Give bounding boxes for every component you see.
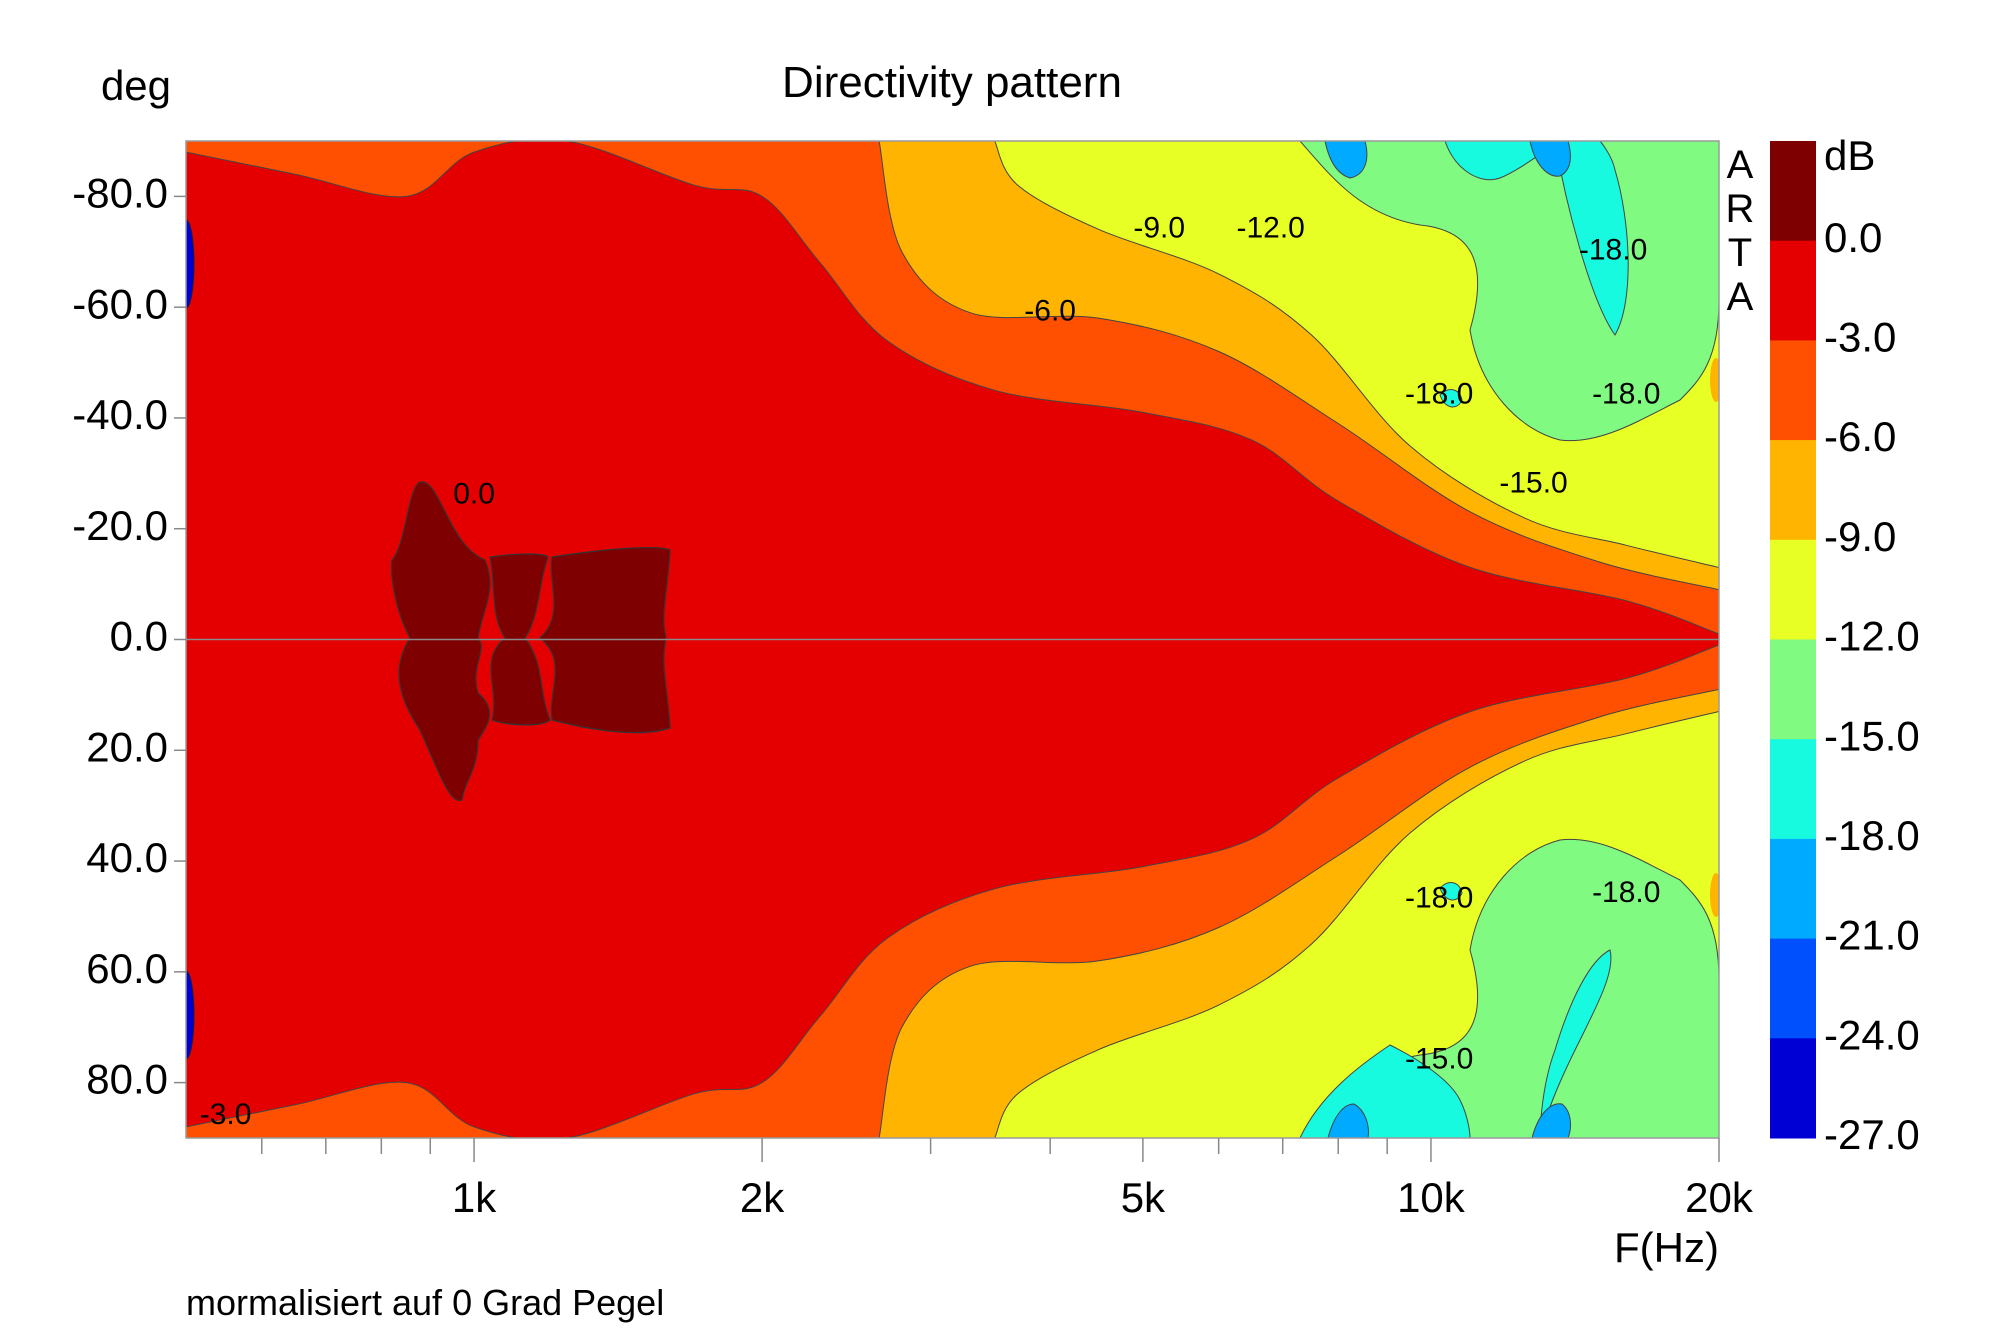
colorbar-swatch [1770,938,1816,1039]
contour-label: -9.0 [1133,212,1185,245]
y-tick-label: 60.0 [86,945,168,992]
colorbar-label: -12.0 [1824,613,1920,660]
colorbar-swatch [1770,539,1816,640]
chart-title: Directivity pattern [782,58,1122,107]
y-tick-label: -40.0 [72,391,168,438]
y-tick-label: -20.0 [72,502,168,549]
watermark-letter: A [1727,143,1754,187]
y-tick-label: 80.0 [86,1056,168,1103]
colorbar-label: -21.0 [1824,912,1920,959]
contour-label: -18.0 [1592,876,1660,909]
x-tick-label: 20k [1685,1174,1754,1221]
colorbar-swatch [1770,639,1816,740]
x-tick-label: 10k [1397,1174,1466,1221]
colorbar-label: -24.0 [1824,1011,1920,1058]
contour-labels: 0.0 -3.0 -6.0 -9.0 -12.0 -18.0 -18.0 -18.0 -15.0… [200,212,1661,1131]
watermark-letter: T [1728,231,1752,275]
y-axis: -80.0 -60.0 -40.0 -20.0 0.0 20.0 40.0 60.0 80.0 [72,169,186,1103]
watermark-letter: R [1726,187,1755,231]
colorbar-label: -27.0 [1824,1111,1920,1158]
hf-lobes [1299,141,1719,1138]
colorbar: 0.0 -3.0 -6.0 -9.0 -12.0 -15.0 -18.0 -21.0 -24.0… [1770,132,1920,1158]
zero-db-lobes [391,481,671,802]
y-tick-label: -80.0 [72,169,168,216]
x-axis-label: F(Hz) [1614,1224,1719,1271]
contour-label: -18.0 [1405,378,1473,411]
colorbar-label: -9.0 [1824,513,1896,560]
contour-label: -12.0 [1236,212,1304,245]
y-tick-label: 40.0 [86,834,168,881]
colorbar-swatch [1770,838,1816,940]
colorbar-label: -18.0 [1824,812,1920,859]
contour-label: -6.0 [1024,295,1076,328]
colorbar-label: -6.0 [1824,413,1896,460]
x-tick-label: 1k [452,1174,497,1221]
y-tick-label: 0.0 [110,613,168,660]
contour-label: 0.0 [453,477,495,510]
x-axis: 1k 2k 5k 10k 20k [261,1138,1754,1221]
edge-spot [1710,873,1719,917]
x-tick-label: 5k [1121,1174,1166,1221]
edge-spot [186,970,195,1060]
contour-label: -15.0 [1499,466,1567,499]
plot-area: 0.0 -3.0 -6.0 -9.0 -12.0 -18.0 -18.0 -18.0 -15.0… [186,141,1719,1138]
edge-spot [1710,358,1719,402]
colorbar-swatch [1770,1038,1816,1139]
contour-label: -3.0 [200,1098,252,1131]
y-tick-label: -60.0 [72,280,168,327]
x-tick-label: 2k [740,1174,785,1221]
watermark-letter: A [1727,275,1754,319]
colorbar-swatch [1770,739,1816,840]
footnote: mormalisiert auf 0 Grad Pegel [186,1282,665,1323]
colorbar-unit: dB [1824,132,1875,179]
edge-spot [186,219,195,309]
colorbar-swatch [1770,340,1816,441]
colorbar-swatch [1770,141,1816,242]
contour-label: -15.0 [1405,1042,1473,1075]
contour-label: -18.0 [1405,882,1473,915]
contour-label: -18.0 [1579,234,1647,267]
y-axis-label: deg [101,62,171,109]
colorbar-label: 0.0 [1824,214,1882,261]
y-tick-label: 20.0 [86,723,168,770]
contour-label: -18.0 [1592,378,1660,411]
colorbar-swatch [1770,240,1816,341]
colorbar-label: -15.0 [1824,712,1920,759]
colorbar-label: -3.0 [1824,313,1896,360]
colorbar-swatch [1770,440,1816,541]
